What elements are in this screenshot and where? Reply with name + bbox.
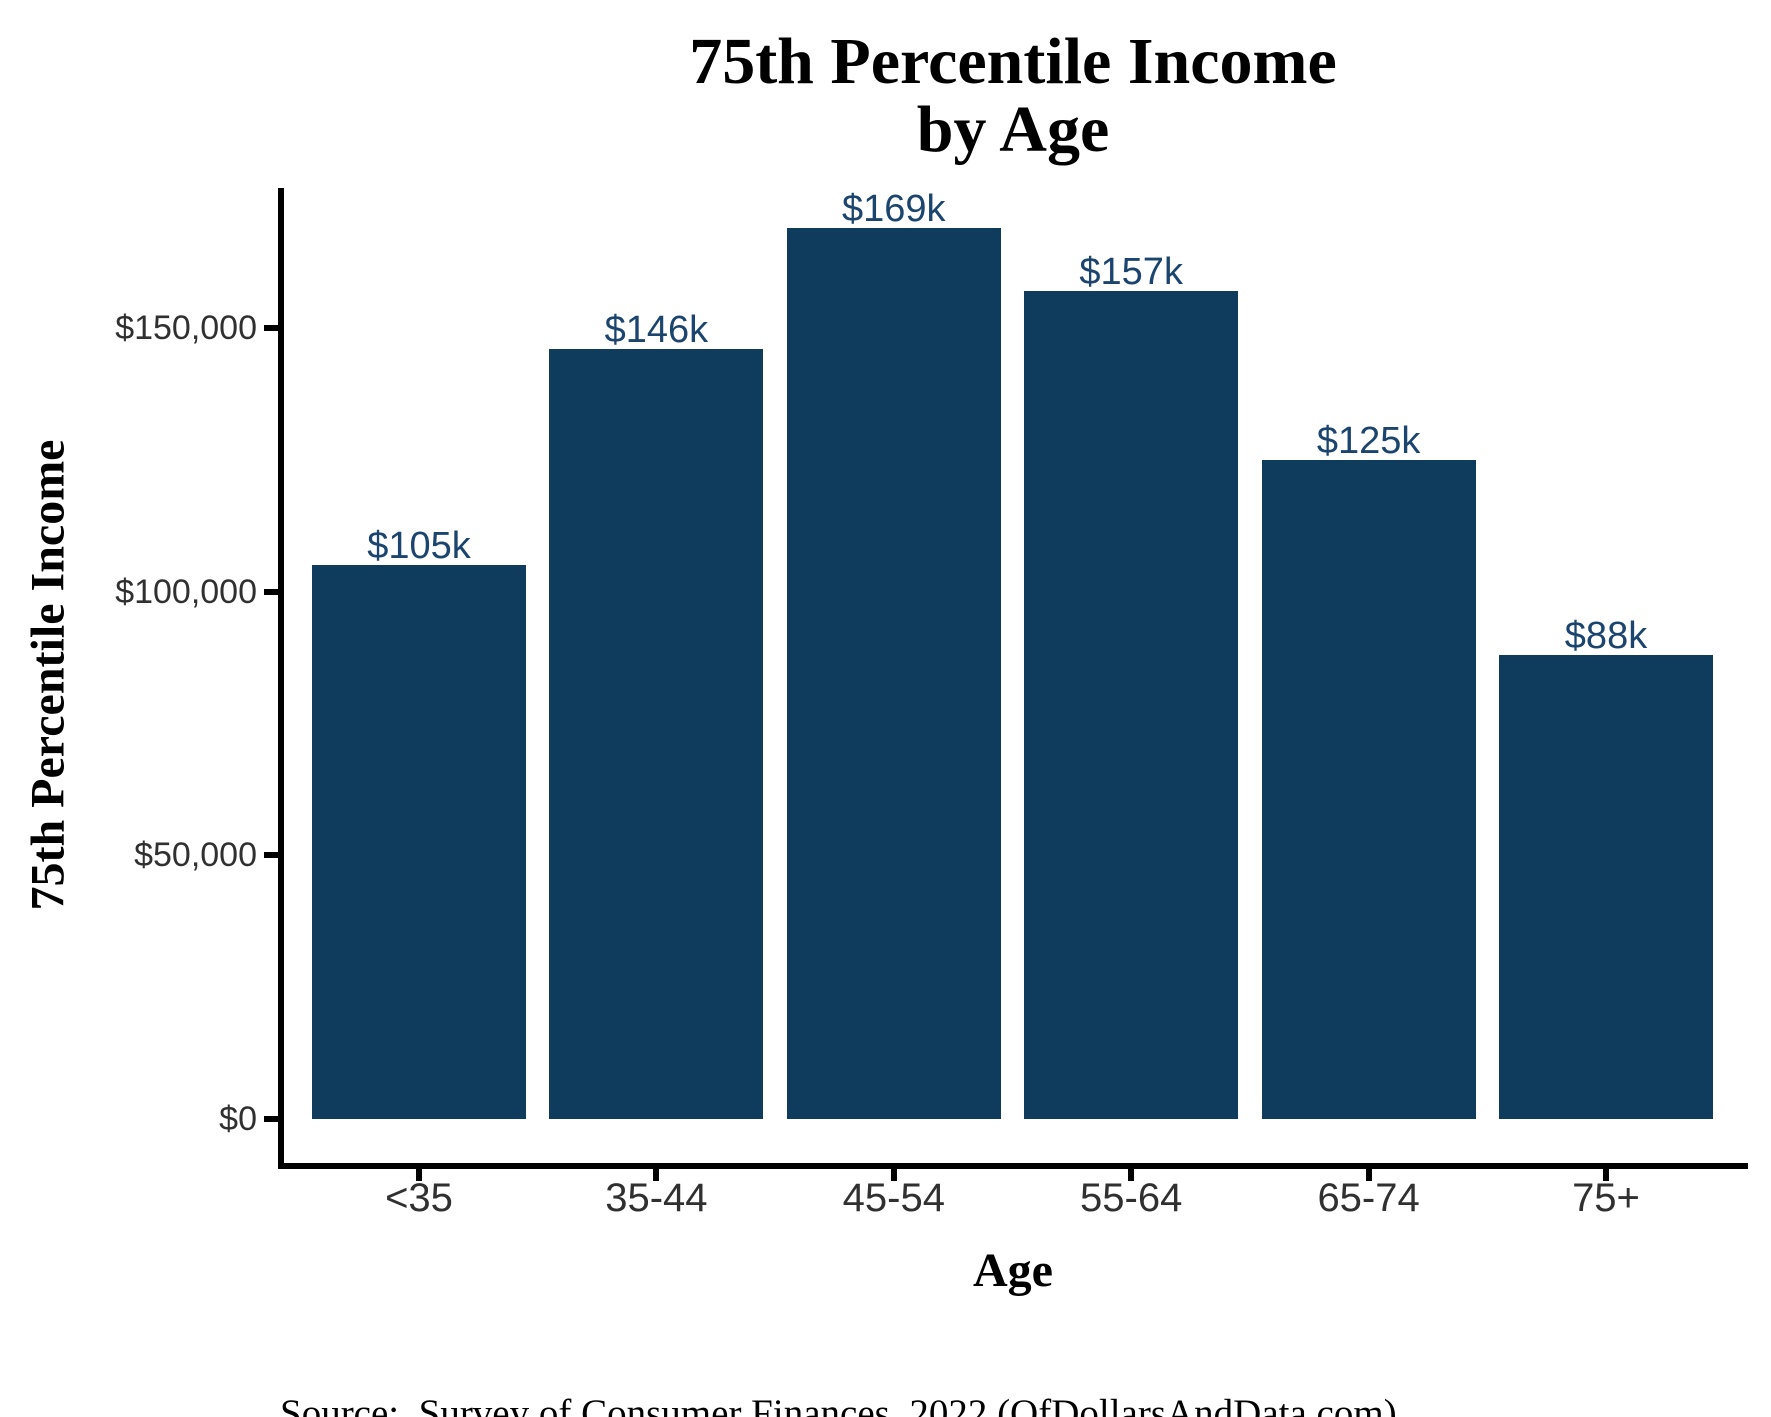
bar xyxy=(1261,459,1476,1119)
footnote: Source: Survey of Consumer Finances, 202… xyxy=(280,1321,1461,1417)
x-axis-title: Age xyxy=(973,1244,1053,1297)
y-tick xyxy=(264,852,278,859)
source-line: Source: Survey of Consumer Finances, 202… xyxy=(280,1392,1397,1417)
x-tick-label: 35-44 xyxy=(605,1176,708,1220)
x-tick xyxy=(416,1169,422,1181)
bar-value-label: $146k xyxy=(604,308,709,351)
bar xyxy=(786,227,1001,1119)
y-tick-label: $150,000 xyxy=(115,308,257,347)
x-tick xyxy=(1128,1169,1135,1181)
y-tick xyxy=(264,324,278,331)
x-tick-label: 75+ xyxy=(1572,1176,1640,1220)
y-tick-label: $100,000 xyxy=(115,572,257,611)
bar-value-label: $169k xyxy=(842,187,946,230)
y-tick xyxy=(264,588,278,595)
x-axis-line xyxy=(278,1163,1748,1169)
chart-title-line1: 75th Percentile Income xyxy=(689,25,1337,98)
y-tick-label: $50,000 xyxy=(134,836,257,875)
bar-value-label: $157k xyxy=(1079,250,1183,293)
bar xyxy=(1499,654,1713,1119)
x-tick-label: 55-64 xyxy=(1080,1176,1183,1220)
bar xyxy=(549,348,764,1119)
x-tick-label: <35 xyxy=(385,1176,453,1220)
x-tick xyxy=(653,1169,660,1181)
y-axis-line xyxy=(278,188,284,1169)
x-tick xyxy=(1365,1169,1372,1181)
chart-title-line2: by Age xyxy=(916,93,1110,166)
x-tick-label: 45-54 xyxy=(842,1176,945,1220)
bar-value-label: $88k xyxy=(1564,614,1648,657)
bar-value-label: $125k xyxy=(1316,419,1421,462)
x-tick xyxy=(1603,1169,1609,1181)
bar xyxy=(1024,290,1239,1119)
x-tick xyxy=(890,1169,897,1181)
x-tick-label: 65-74 xyxy=(1317,1176,1420,1220)
y-tick xyxy=(264,1116,278,1122)
chart-title: 75th Percentile Income by Age xyxy=(278,28,1748,164)
y-tick-label: $0 xyxy=(219,1100,257,1138)
bar xyxy=(312,565,526,1119)
bar-value-label: $105k xyxy=(367,525,471,568)
